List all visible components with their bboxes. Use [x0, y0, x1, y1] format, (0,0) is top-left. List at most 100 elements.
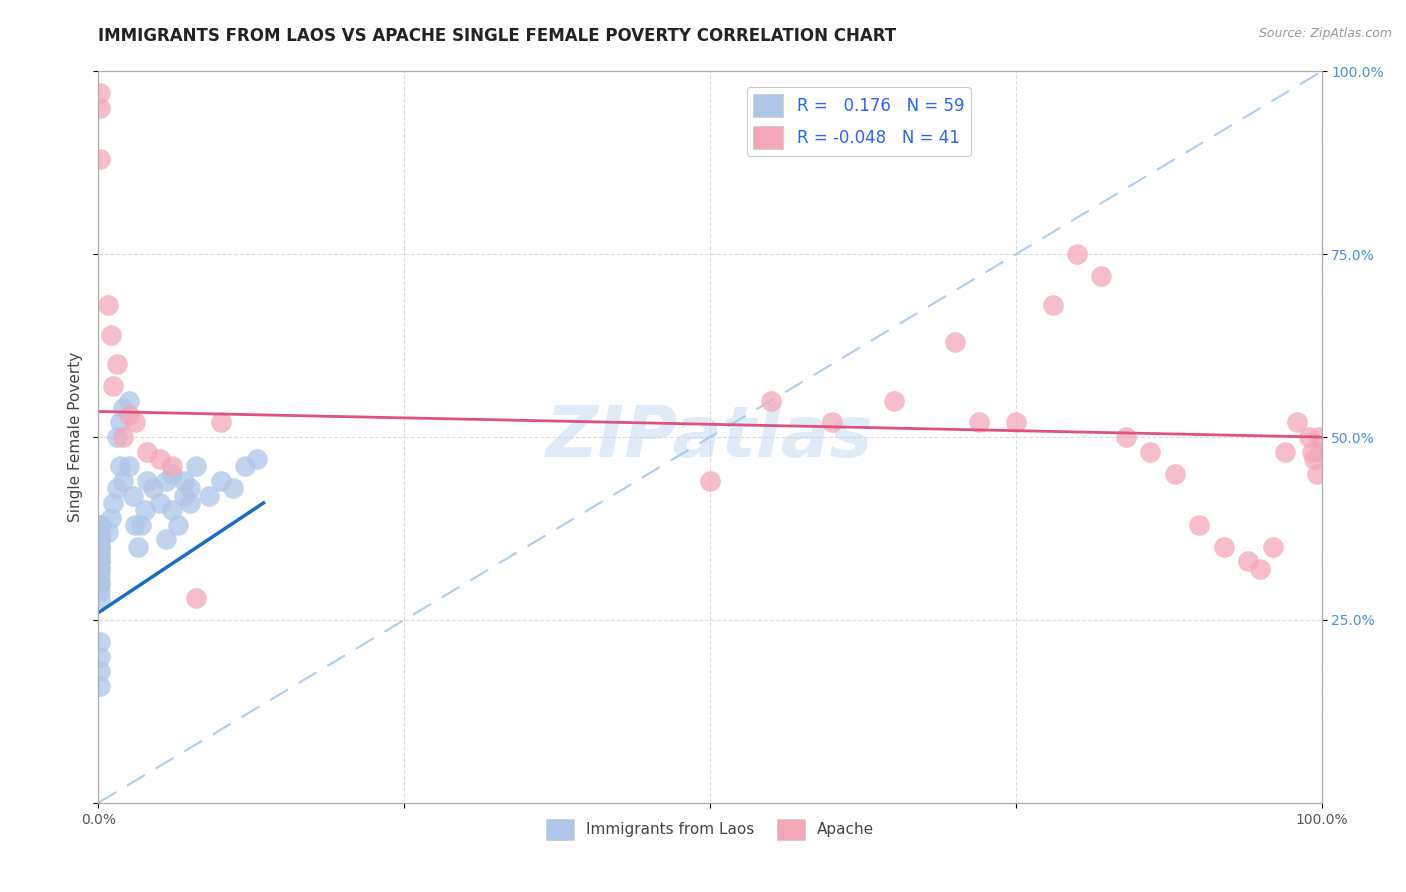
Point: [89, 591, 111, 605]
Point: [89, 87, 111, 101]
Point: [89, 554, 111, 568]
Point: [1274, 444, 1296, 458]
Point: [97, 298, 120, 312]
Point: [89, 583, 111, 598]
Point: [1042, 298, 1064, 312]
Point: [134, 503, 156, 517]
Point: [89, 540, 111, 554]
Point: [105, 357, 128, 371]
Point: [89, 635, 111, 649]
Point: [246, 452, 269, 467]
Point: [155, 474, 177, 488]
Point: [233, 459, 256, 474]
Point: [110, 459, 132, 474]
Point: [1286, 416, 1309, 430]
Point: [149, 496, 172, 510]
Point: [160, 459, 183, 474]
Point: [821, 416, 844, 430]
Point: [1308, 430, 1330, 444]
Point: [89, 517, 111, 532]
Point: [179, 496, 201, 510]
Point: [160, 503, 183, 517]
Point: [761, 393, 783, 408]
Point: [160, 467, 183, 481]
Point: [111, 430, 134, 444]
Point: [89, 569, 111, 583]
Point: [186, 591, 208, 605]
Point: [1066, 247, 1088, 261]
Y-axis label: Single Female Poverty: Single Female Poverty: [67, 352, 83, 522]
Point: [118, 459, 141, 474]
Point: [136, 444, 159, 458]
Point: [1301, 444, 1323, 458]
Point: [111, 401, 134, 415]
Point: [100, 327, 122, 342]
Point: [699, 474, 721, 488]
Point: [89, 533, 111, 547]
Point: [118, 393, 141, 408]
Point: [883, 393, 905, 408]
Point: [142, 481, 165, 495]
Point: [105, 481, 128, 495]
Point: [129, 517, 152, 532]
Point: [89, 540, 111, 554]
Point: [1139, 444, 1161, 458]
Point: [89, 517, 111, 532]
Point: [155, 533, 177, 547]
Point: [89, 525, 111, 540]
Point: [105, 430, 128, 444]
Point: [173, 474, 195, 488]
Text: IMMIGRANTS FROM LAOS VS APACHE SINGLE FEMALE POVERTY CORRELATION CHART: IMMIGRANTS FROM LAOS VS APACHE SINGLE FE…: [98, 27, 897, 45]
Point: [209, 474, 232, 488]
Point: [179, 481, 201, 495]
Point: [1164, 467, 1187, 481]
Point: [1303, 452, 1326, 467]
Point: [111, 474, 134, 488]
Point: [89, 152, 111, 166]
Point: [209, 416, 232, 430]
Point: [1309, 444, 1331, 458]
Point: [1261, 540, 1284, 554]
Point: [1298, 430, 1320, 444]
Point: [149, 452, 172, 467]
Point: [89, 576, 111, 591]
Legend: Immigrants from Laos, Apache: Immigrants from Laos, Apache: [540, 813, 880, 847]
Point: [222, 481, 245, 495]
Point: [89, 547, 111, 561]
Point: [100, 510, 122, 524]
Point: [89, 101, 111, 115]
Point: [89, 664, 111, 678]
Point: [89, 562, 111, 576]
Point: [89, 533, 111, 547]
Point: [1115, 430, 1137, 444]
Point: [89, 576, 111, 591]
Point: [89, 547, 111, 561]
Point: [1306, 467, 1329, 481]
Point: [118, 408, 141, 422]
Point: [186, 459, 208, 474]
Point: [124, 416, 146, 430]
Point: [1237, 554, 1260, 568]
Point: [89, 540, 111, 554]
Point: [101, 379, 124, 393]
Text: Source: ZipAtlas.com: Source: ZipAtlas.com: [1258, 27, 1392, 40]
Point: [124, 517, 146, 532]
Point: [1249, 562, 1271, 576]
Point: [1188, 517, 1211, 532]
Point: [127, 540, 149, 554]
Point: [89, 679, 111, 693]
Point: [136, 474, 159, 488]
Point: [197, 489, 219, 503]
Point: [89, 562, 111, 576]
Point: [110, 416, 132, 430]
Point: [167, 517, 190, 532]
Point: [101, 496, 124, 510]
Point: [121, 489, 143, 503]
Point: [1090, 269, 1112, 284]
Point: [1212, 540, 1234, 554]
Point: [173, 489, 195, 503]
Point: [89, 649, 111, 664]
Text: ZIPatlas: ZIPatlas: [547, 402, 873, 472]
Point: [967, 416, 990, 430]
Point: [97, 525, 120, 540]
